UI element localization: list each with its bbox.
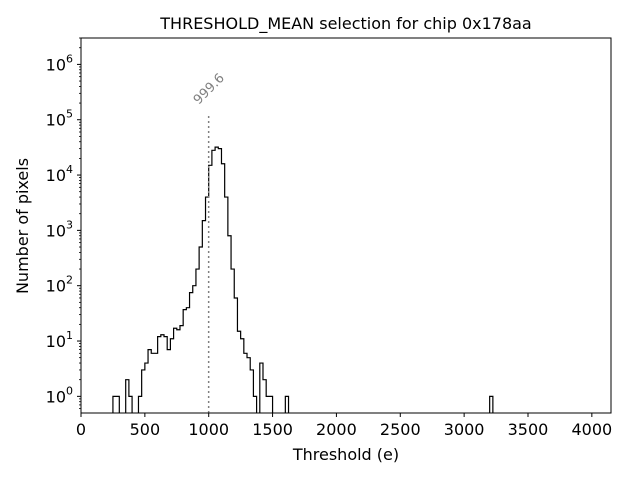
y-tick-label: 103 xyxy=(46,218,73,240)
x-tick-label: 2500 xyxy=(380,420,421,439)
x-tick-label: 0 xyxy=(76,420,86,439)
x-axis: 0 500 1000 1500 2000 2500 3000 3500 4000 xyxy=(76,413,612,439)
y-tick-label: 105 xyxy=(46,108,73,130)
plot-area xyxy=(112,113,494,413)
y-tick-label: 101 xyxy=(46,329,73,351)
y-tick-label: 106 xyxy=(46,52,73,74)
chart-title: THRESHOLD_MEAN selection for chip 0x178a… xyxy=(159,14,531,34)
y-axis-label: Number of pixels xyxy=(13,158,32,294)
histogram-step-line xyxy=(112,146,494,413)
x-tick-label: 3500 xyxy=(508,420,549,439)
axes-frame xyxy=(80,37,612,414)
threshold-mean-label: 999.6 xyxy=(191,71,228,108)
y-tick-label: 102 xyxy=(46,274,73,296)
x-tick-label: 3000 xyxy=(444,420,485,439)
x-tick-label: 1000 xyxy=(188,420,229,439)
x-tick-label: 1500 xyxy=(252,420,293,439)
x-tick-label: 500 xyxy=(130,420,161,439)
x-tick-label: 2000 xyxy=(316,420,357,439)
y-tick-label: 100 xyxy=(46,384,73,406)
x-tick-label: 4000 xyxy=(571,420,612,439)
y-axis: 100 101 102 103 104 105 106 xyxy=(46,37,81,410)
y-tick-label: 104 xyxy=(46,163,73,185)
x-axis-label: Threshold (e) xyxy=(292,445,399,464)
